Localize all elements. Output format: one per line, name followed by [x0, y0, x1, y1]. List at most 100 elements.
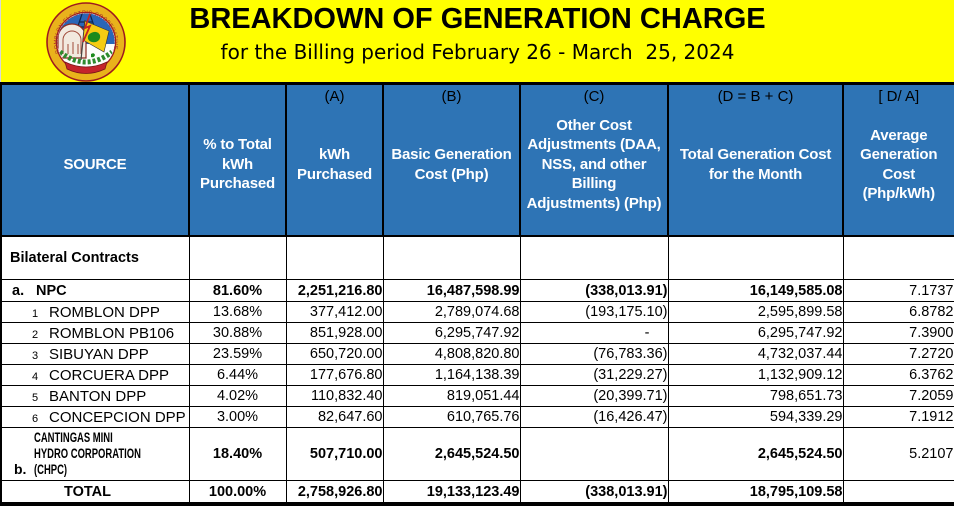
romblon-electric-cooperative-seal-icon: ROMBLON ELECTRIC COOPERATIVE, INC. — [46, 2, 126, 82]
kwh-purchased-cell: 507,710.00 — [285, 427, 384, 481]
table-row: 6 CONCEPCION DPP 3.00% 82,647.60 610,765.76(… — [0, 406, 954, 428]
column-title: Other Cost Adjustments (DAA, NSS, and ot… — [526, 116, 662, 212]
kwh-purchased-cell: 177,676.80 — [285, 364, 384, 386]
average-generation-cost-cell: 7.3900 — [842, 322, 954, 344]
pct-cell: 81.60% — [188, 279, 287, 302]
report-title: BREAKDOWN OF GENERATION CHARGE — [189, 3, 766, 35]
other-cost-adjustments-cell: (338,013.91) — [519, 480, 669, 505]
source-cell: 1 ROMBLON DPP — [0, 301, 190, 323]
kwh-purchased-cell: 377,412.00 — [285, 301, 384, 323]
source-cell: 4 CORCUERA DPP — [0, 364, 190, 386]
total-generation-cost-cell: 6,295,747.92 — [667, 322, 844, 344]
average-generation-cost-cell: 7.2720 — [842, 343, 954, 365]
source-name: BANTON DPP — [49, 387, 147, 405]
kwh-purchased-cell: 2,251,216.80 — [285, 279, 384, 302]
report-masthead: ROMBLON ELECTRIC COOPERATIVE, INC. BREAK… — [0, 0, 954, 82]
total-generation-cost-cell: 4,732,037.44 — [667, 343, 844, 365]
column-header: % to Total kWh Purchased — [188, 82, 287, 237]
table-row: 2 ROMBLON PB106 30.88% 851,928.00 6,295,747.… — [0, 322, 954, 344]
other-cost-adjustments-cell: (338,013.91) — [519, 279, 669, 302]
average-generation-cost-cell: 5.2107 — [842, 427, 954, 481]
total-generation-cost-cell — [667, 235, 844, 280]
column-title: kWh Purchased — [297, 146, 372, 183]
total-generation-cost-cell: 2,645,524.50 — [667, 427, 844, 481]
column-title: SOURCE — [63, 155, 127, 173]
row-prefix: a. — [12, 282, 25, 299]
row-index: 4 — [32, 370, 39, 383]
other-cost-adjustments-cell: (193,175.10) — [519, 301, 669, 323]
billing-period-subtitle: for the Billing period February 26 - Mar… — [220, 40, 735, 64]
table-header-row: SOURCE % to Total kWh Purchased (A) kWh Pur… — [0, 82, 954, 237]
column-header: [ D/ A] Average Generation Cost (Php/kWh) — [842, 82, 954, 237]
table-row: 5 BANTON DPP 4.02% 110,832.40 819,051.44 (20,… — [0, 385, 954, 407]
source-cell: 3 SIBUYAN DPP — [0, 343, 190, 365]
basic-generation-cost-cell: 6,295,747.92 — [382, 322, 521, 344]
source-name-block: b. CANTINGAS MINI HYDRO CORPORATION (CHPC… — [2, 430, 188, 478]
total-generation-cost-cell: 798,651.73 — [667, 385, 844, 407]
average-generation-cost-cell: 6.8782 — [842, 301, 954, 323]
basic-generation-cost-cell: 2,789,074.68 — [382, 301, 521, 323]
other-cost-adjustments-cell: (16,426.47) — [519, 406, 669, 428]
table-row: 4 CORCUERA DPP 6.44% 177,676.80 1,164,138.39… — [0, 364, 954, 386]
source-name: CORCUERA DPP — [49, 366, 170, 384]
table-row: b. CANTINGAS MINI HYDRO CORPORATION (CHPC… — [0, 427, 954, 481]
source-name: NPC — [36, 282, 67, 299]
other-cost-adjustments-cell: - — [519, 322, 669, 344]
basic-generation-cost-cell — [382, 235, 521, 280]
column-header: SOURCE — [0, 82, 190, 237]
source-name: ROMBLON PB106 — [49, 324, 175, 342]
source-name: CONCEPCION DPP — [49, 408, 186, 426]
kwh-purchased-cell: 2,758,926.80 — [285, 480, 384, 505]
basic-generation-cost-cell: 16,487,598.99 — [382, 279, 521, 302]
basic-generation-cost-cell: 1,164,138.39 — [382, 364, 521, 386]
row-index: 3 — [32, 349, 39, 362]
generation-charge-table: SOURCE % to Total kWh Purchased (A) kWh Pur… — [0, 82, 954, 506]
source-cell: a. NPC — [0, 279, 190, 302]
column-letter: (C) — [583, 88, 605, 105]
total-generation-cost-cell: 594,339.29 — [667, 406, 844, 428]
other-cost-adjustments-cell: (76,783.36) — [519, 343, 669, 365]
column-header: (B) Basic Generation Cost (Php) — [382, 82, 521, 237]
table-row: 3 SIBUYAN DPP 23.59% 650,720.00 4,808,820.80… — [0, 343, 954, 365]
average-generation-cost-cell: 6.3762 — [842, 364, 954, 386]
average-generation-cost-cell — [842, 480, 954, 505]
table-row: a. NPC 81.60% 2,251,216.80 16,487,598.99 (338… — [0, 279, 954, 302]
kwh-purchased-cell: 82,647.60 — [285, 406, 384, 428]
other-cost-adjustments-cell: (20,399.71) — [519, 385, 669, 407]
source-cell: 6 CONCEPCION DPP — [0, 406, 190, 428]
row-index: 5 — [32, 391, 39, 404]
column-title: Total Generation Cost for the Month — [679, 146, 832, 183]
kwh-purchased-cell: 851,928.00 — [285, 322, 384, 344]
pct-cell: 23.59% — [188, 343, 287, 365]
column-letter: [ D/ A] — [878, 88, 920, 105]
row-index: 2 — [32, 328, 39, 341]
column-header: (D = B + C) Total Generation Cost for the… — [667, 82, 844, 237]
row-index: 6 — [32, 412, 39, 425]
kwh-purchased-cell — [285, 235, 384, 280]
other-cost-adjustments-cell: (31,229.27) — [519, 364, 669, 386]
total-generation-cost-cell: 18,795,109.58 — [667, 480, 844, 505]
average-generation-cost-cell: 7.2059 — [842, 385, 954, 407]
total-generation-cost-cell: 1,132,909.12 — [667, 364, 844, 386]
other-cost-adjustments-cell — [519, 235, 669, 280]
source-cell: TOTAL — [0, 480, 190, 505]
table-body: Bilateral Contracts a. NPC 81.60% 2,251,216.… — [0, 235, 954, 505]
column-letter: (D = B + C) — [717, 88, 794, 105]
pct-cell: 30.88% — [188, 322, 287, 344]
kwh-purchased-cell: 650,720.00 — [285, 343, 384, 365]
total-label: TOTAL — [64, 483, 111, 500]
column-letter: (A) — [324, 88, 345, 105]
pct-cell: 4.02% — [188, 385, 287, 407]
pct-cell: 18.40% — [188, 427, 287, 481]
pct-cell: 6.44% — [188, 364, 287, 386]
pct-cell: 100.00% — [188, 480, 287, 505]
table-row: TOTAL 100.00% 2,758,926.80 19,133,123.49 (33… — [0, 480, 954, 505]
column-title: % to Total kWh Purchased — [200, 136, 275, 193]
basic-generation-cost-cell: 610,765.76 — [382, 406, 521, 428]
average-generation-cost-cell: 7.1912 — [842, 406, 954, 428]
source-name: SIBUYAN DPP — [49, 345, 149, 363]
section-label: Bilateral Contracts — [10, 250, 139, 266]
basic-generation-cost-cell: 19,133,123.49 — [382, 480, 521, 505]
basic-generation-cost-cell: 819,051.44 — [382, 385, 521, 407]
